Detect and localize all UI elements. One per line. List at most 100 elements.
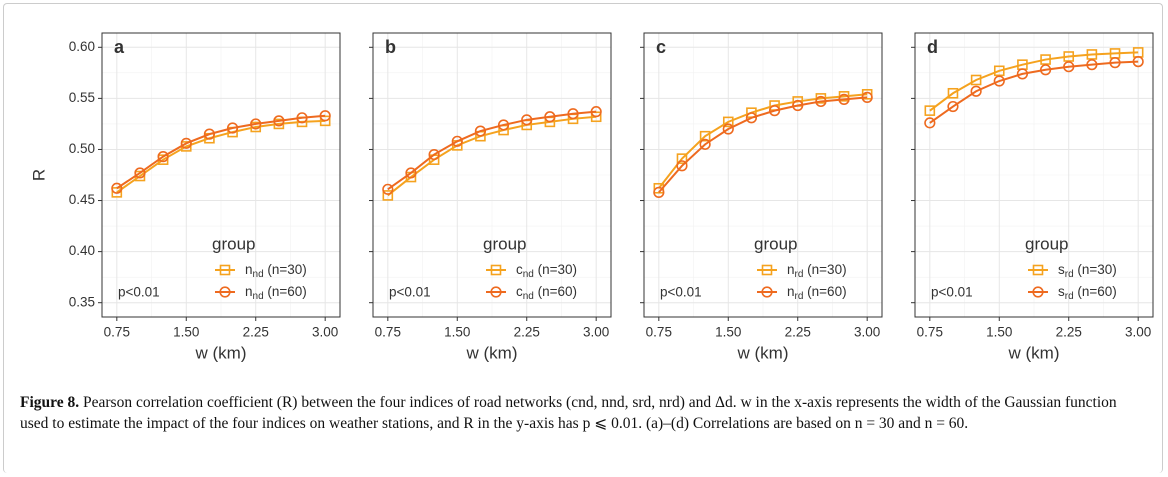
legend-label-rest: (n=30) [803,262,846,277]
data-point [521,114,533,126]
series-line [387,110,597,191]
legend-marker [490,264,502,276]
legend-label-rest: (n=60) [534,284,577,299]
data-point [451,135,463,147]
x-tick-label: 1.50 [444,325,470,340]
annotation: p<0.01 [660,285,702,300]
legend-label-sub: rd [1065,291,1074,302]
data-point [497,119,510,131]
plot-border [101,32,341,318]
legend-label-rest: (n=30) [534,262,577,277]
x-tick-label: 3.00 [583,325,609,340]
x-tick-label: 1.50 [173,325,199,340]
legend-label-base: s [1058,284,1065,299]
y-axis-label: R [29,169,48,181]
legend-label-rest: (n=30) [264,262,307,277]
y-tick-label: 0.50 [69,141,95,156]
data-point [567,108,579,120]
legend-label-sub: nd [523,291,534,302]
data-point [1039,64,1052,76]
series-line [929,60,1139,124]
figure-frame [3,3,1163,473]
data-point [273,115,285,127]
x-tick-label: 0.75 [375,325,401,340]
panel-label: b [385,37,396,57]
data-point [947,100,959,113]
y-tick-label: 0.45 [69,192,95,207]
legend-marker [1032,286,1044,298]
data-point [474,125,487,137]
x-axis-label: w (km) [737,343,789,362]
data-point [405,167,417,179]
data-point [1132,56,1144,68]
data-point [699,130,711,142]
data-point [676,153,688,164]
data-point [722,123,734,135]
panel-label: a [114,37,125,57]
legend-marker [761,286,773,298]
data-point [590,106,602,118]
y-tick-label: 0.35 [69,294,95,309]
data-point [792,99,804,112]
legend-label-sub: nd [523,269,534,280]
legend-label: nnd (n=30) [245,262,307,280]
data-point [699,138,711,150]
annotation: p<0.01 [931,285,973,300]
legend-label-sub: nd [253,269,264,280]
legend-label: cnd (n=30) [516,262,577,280]
data-point [676,160,688,172]
series-line [116,119,326,194]
data-point [1086,59,1098,71]
data-point [157,151,169,163]
x-tick-label: 2.25 [1056,325,1082,340]
legend-title: group [1025,234,1068,253]
legend-label: nnd (n=60) [245,284,307,302]
x-tick-label: 0.75 [917,325,943,340]
data-point [861,91,873,103]
x-tick-label: 1.50 [715,325,741,340]
series-line [116,114,326,190]
data-point [544,111,556,123]
data-point [428,148,440,161]
data-point [993,65,1005,77]
legend-label-rest: (n=60) [264,284,307,299]
data-point [1040,54,1051,65]
legend-label: srd (n=30) [1058,262,1117,280]
x-tick-label: 3.00 [312,325,338,340]
data-point [1109,57,1121,69]
data-point [382,190,394,201]
x-tick-label: 3.00 [1125,325,1151,340]
legend-marker [761,264,773,276]
legend-label: srd (n=60) [1058,284,1117,302]
annotation: p<0.01 [118,285,160,300]
legend-label-base: n [787,262,795,277]
plot-border [914,32,1154,318]
legend-label-sub: rd [795,269,804,280]
data-point [653,186,665,198]
series-line [929,51,1139,112]
panel-label: d [927,37,938,57]
x-axis-label: w (km) [195,343,247,362]
data-point [1016,68,1029,80]
data-point [319,110,331,122]
data-point [815,95,827,108]
x-tick-label: 2.25 [785,325,811,340]
series-line [658,96,868,194]
legend-label: nrd (n=30) [787,262,847,280]
legend-label-rest: (n=60) [803,284,846,299]
legend-label-rest: (n=60) [1074,284,1117,299]
data-point [1086,49,1098,60]
data-point [180,137,192,149]
legend-label-base: c [516,284,523,299]
data-point [111,182,123,194]
data-point [203,128,216,140]
x-tick-label: 0.75 [646,325,672,340]
x-tick-label: 0.75 [104,325,130,340]
data-point [1063,61,1075,73]
data-point [768,105,781,117]
x-tick-label: 3.00 [854,325,880,340]
legend-title: group [483,234,526,253]
data-point [993,75,1005,87]
annotation: p<0.01 [389,285,431,300]
caption: Figure 8. Pearson correlation coefficien… [20,392,1145,434]
